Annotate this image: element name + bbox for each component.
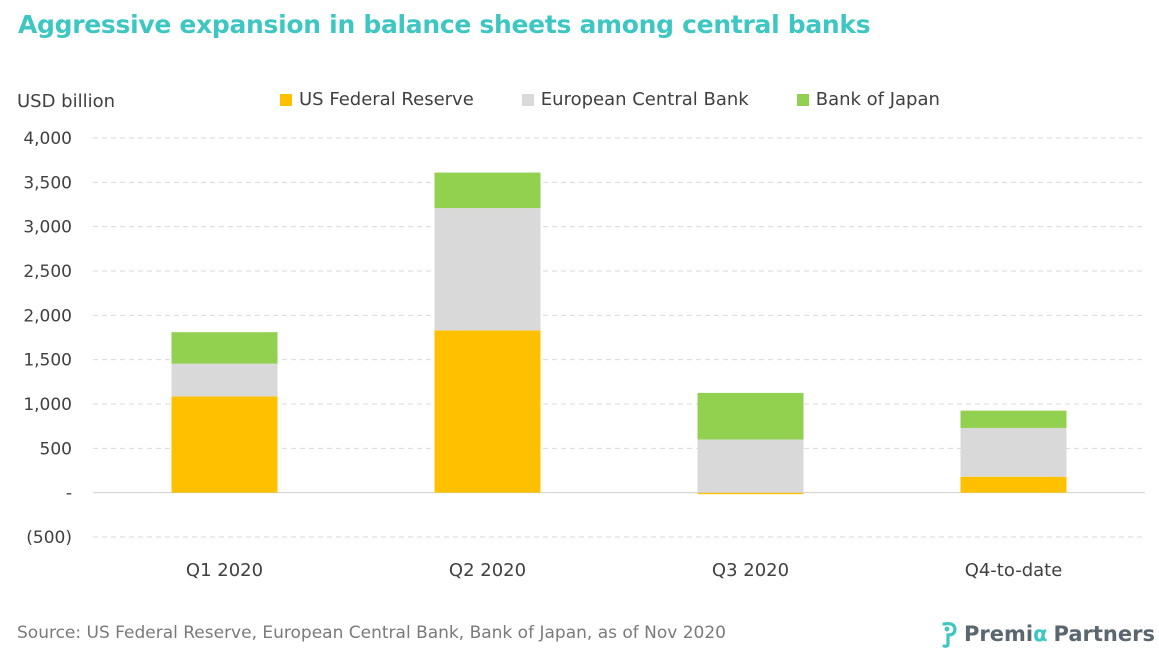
legend-swatch-boj — [796, 93, 809, 106]
x-tick-label: Q4-to-date — [965, 560, 1063, 581]
bar-segment — [960, 476, 1067, 493]
y-tick-label: 3,500 — [23, 173, 72, 193]
legend-swatch-ecb — [521, 93, 534, 106]
x-tick-label: Q1 2020 — [186, 560, 263, 581]
bar-segment — [434, 172, 541, 209]
x-tick-label: Q2 2020 — [449, 560, 526, 581]
legend-item-boj: Bank of Japan — [796, 89, 940, 110]
bar-segment — [960, 410, 1067, 428]
y-tick-label: 2,500 — [23, 262, 72, 282]
y-tick-label: 2,000 — [23, 306, 72, 326]
bar-segment — [697, 492, 804, 495]
x-tick-label: Q3 2020 — [712, 560, 789, 581]
logo-text-partners: Partners — [1053, 622, 1155, 646]
y-tick-label: (500) — [26, 528, 72, 548]
y-tick-label: 1,000 — [23, 395, 72, 415]
bar-segment — [171, 332, 278, 364]
legend-swatch-fed — [280, 93, 292, 106]
y-tick-label: 3,000 — [23, 218, 72, 238]
y-tick-label: 4,000 — [23, 129, 72, 149]
y-tick-label: - — [66, 484, 72, 504]
logo-mark-icon — [942, 621, 957, 648]
legend-label-boj: Bank of Japan — [815, 89, 940, 110]
stacked-bar-chart: (500) - 500 1,000 1,500 2,000 2,500 3,000 3,500 4… — [23, 129, 1145, 581]
bar-segment — [697, 392, 804, 440]
premia-partners-logo: Premi α Partners — [938, 620, 1155, 648]
bar-segment — [960, 427, 1067, 477]
legend-item-ecb: European Central Bank — [521, 89, 749, 110]
y-tick-label: 1,500 — [23, 351, 72, 371]
y-tick-label: 500 — [40, 439, 72, 459]
legend-label-fed: US Federal Reserve — [299, 89, 474, 110]
source-note: Source: US Federal Reserve, European Cen… — [17, 623, 727, 643]
bar-segment — [434, 330, 541, 493]
logo-text-premia: Premi — [964, 622, 1034, 646]
legend-item-fed: US Federal Reserve — [280, 89, 474, 110]
chart-legend: US Federal Reserve European Central Bank… — [280, 89, 988, 110]
bar-segment — [434, 208, 541, 331]
bar-segment — [171, 363, 278, 397]
y-axis-unit-label: USD billion — [17, 91, 116, 112]
bar-segment — [697, 439, 804, 493]
chart-title: Aggressive expansion in balance sheets a… — [18, 10, 871, 39]
bar-segment — [171, 396, 278, 493]
logo-text-alpha: α — [1033, 622, 1048, 646]
legend-label-ecb: European Central Bank — [540, 89, 749, 110]
